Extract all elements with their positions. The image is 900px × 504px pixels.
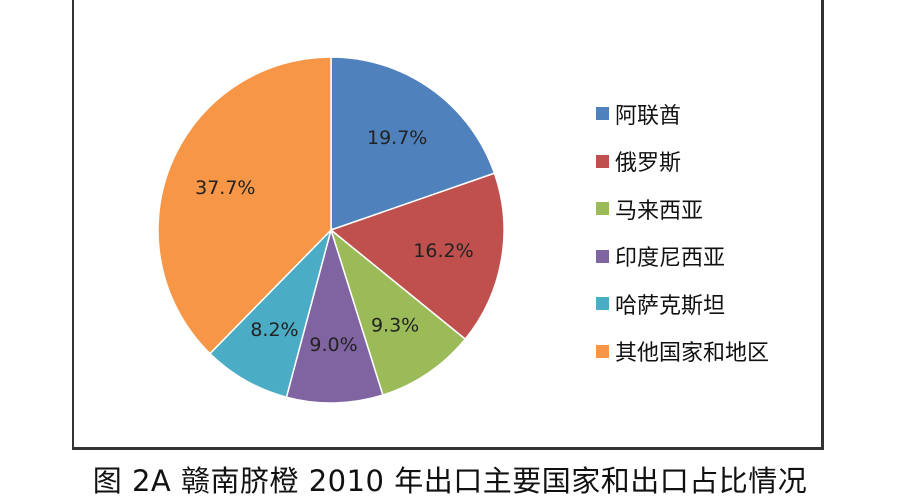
legend-swatch xyxy=(596,297,609,311)
legend-label: 阿联酋 xyxy=(615,103,682,129)
pie-slice-4 xyxy=(208,227,333,399)
legend-swatch xyxy=(596,344,609,358)
slice-value-label-0: 19.7% xyxy=(367,127,427,149)
legend: 阿联酋俄罗斯马来西亚印度尼西亚哈萨克斯坦其他国家和地区 xyxy=(596,90,769,375)
legend-item-4: 哈萨克斯坦 xyxy=(596,280,769,328)
legend-swatch xyxy=(596,202,609,216)
pie-slice-3 xyxy=(285,227,384,404)
legend-item-5: 其他国家和地区 xyxy=(596,328,769,376)
slice-value-label-5: 37.7% xyxy=(195,177,255,199)
pie-slice-5 xyxy=(157,56,332,355)
legend-swatch xyxy=(596,154,609,168)
legend-label: 哈萨克斯坦 xyxy=(615,293,726,319)
legend-label: 俄罗斯 xyxy=(615,151,682,177)
pie-slice-2 xyxy=(329,227,467,396)
legend-item-3: 印度尼西亚 xyxy=(596,233,769,281)
legend-item-2: 马来西亚 xyxy=(596,185,769,233)
legend-label: 印度尼西亚 xyxy=(615,246,726,272)
legend-label: 其他国家和地区 xyxy=(615,341,770,367)
legend-item-0: 阿联酋 xyxy=(596,90,769,138)
legend-swatch xyxy=(596,249,609,263)
legend-label: 马来西亚 xyxy=(615,198,704,224)
slice-value-label-2: 9.3% xyxy=(371,314,419,336)
legend-item-1: 俄罗斯 xyxy=(596,138,769,186)
legend-swatch xyxy=(596,107,609,121)
figure-caption: 图 2A 赣南脐橙 2010 年出口主要国家和出口占比情况 xyxy=(92,464,808,498)
slice-value-label-4: 8.2% xyxy=(250,319,298,341)
pie-slice-1 xyxy=(329,172,505,341)
slice-value-label-3: 9.0% xyxy=(309,334,357,356)
slice-value-label-1: 16.2% xyxy=(413,240,473,262)
